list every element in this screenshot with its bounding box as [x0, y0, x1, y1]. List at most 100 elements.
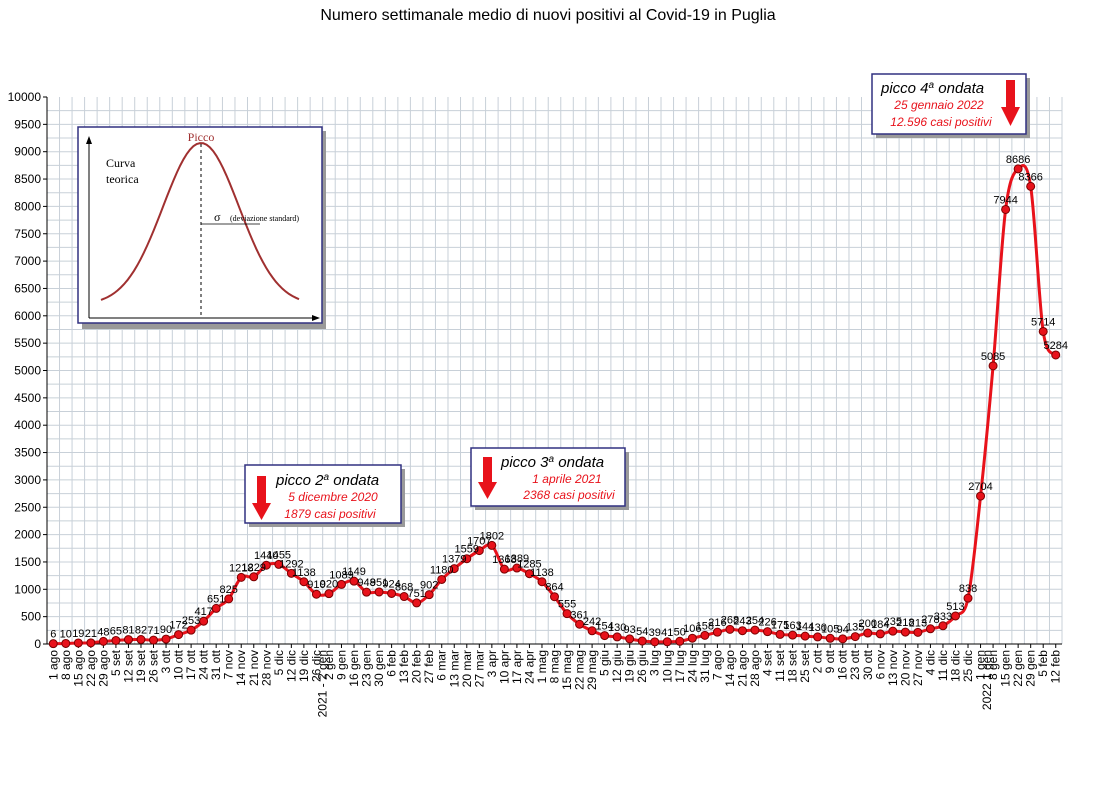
data-label: 1138 [530, 567, 554, 579]
data-label: 213 [909, 617, 927, 629]
data-label: 94 [837, 624, 849, 636]
data-label: 130 [808, 622, 826, 634]
x-tick-label: 17 lug [673, 650, 687, 683]
data-point [349, 576, 359, 586]
x-tick-label: 9 ott [823, 649, 837, 673]
data-label: 1707 [467, 536, 491, 548]
data-point [462, 554, 472, 564]
data-label: 90 [160, 624, 172, 636]
x-tick-label: 5 dic [272, 650, 286, 675]
data-label: 82 [135, 625, 147, 637]
x-tick-label: 13 mar [447, 650, 461, 687]
y-tick-label: 8000 [14, 199, 41, 213]
x-tick-label: 5 feb [1036, 650, 1050, 677]
data-label: 8366 [1018, 171, 1042, 183]
annotation-title: picco 3a ondata [500, 454, 604, 471]
inset-curve-label-1: Curva [106, 156, 136, 170]
data-point [61, 638, 71, 648]
x-tick-label: 18 dic [948, 650, 962, 682]
data-label: 902 [420, 580, 438, 592]
data-labels: 6 10 19 21 48 65 81 82 71 90172253417651825121812… [50, 154, 1068, 641]
data-point [299, 577, 309, 587]
x-tick-label: 22 gen [1011, 650, 1025, 687]
x-tick-label: 22 ago [84, 650, 98, 687]
inset-theoretical-curve: Picco Curva teorica σ (deviazione standa… [77, 126, 326, 329]
data-point [863, 628, 873, 638]
data-label: 226 [758, 617, 776, 629]
y-tick-label: 1000 [14, 582, 41, 596]
x-tick-label: 10 ott [172, 649, 186, 680]
data-label: 1455 [267, 549, 291, 561]
data-point [136, 635, 146, 645]
y-tick-label: 5500 [14, 336, 41, 350]
data-point [675, 636, 685, 646]
down-arrow-icon [252, 476, 271, 520]
x-tick-label: 1 gen [974, 650, 988, 680]
data-point [199, 616, 209, 626]
data-point [487, 540, 497, 550]
data-label: 278 [921, 614, 939, 626]
annotation-date: 1 aprile 2021 [532, 472, 601, 486]
data-label: 1285 [517, 559, 541, 571]
data-point [236, 572, 246, 582]
year-markers: 2021 - 2 gen 2022 1 gen [316, 650, 994, 717]
data-label: 65 [110, 625, 122, 637]
x-tick-label: 8 ago [59, 650, 73, 680]
data-label: 242 [583, 616, 601, 628]
data-label: 1379 [442, 554, 466, 566]
annotation-peak-2: picco 2a ondata 5 dicembre 2020 1879 cas… [244, 464, 405, 527]
x-tick-label: 25 set [798, 649, 812, 682]
x-tick-label: 29 mag [585, 650, 599, 690]
data-label: 216 [708, 617, 726, 629]
y-tick-label: 3000 [14, 473, 41, 487]
data-point [73, 638, 83, 648]
data-point [913, 627, 923, 637]
data-point [763, 627, 773, 637]
data-label: 5085 [981, 351, 1005, 363]
x-tick-label: 24 apr [522, 650, 536, 684]
data-label: 751 [407, 588, 425, 600]
x-tick-label: 5 giu [598, 650, 612, 676]
y-tick-label: 7000 [14, 254, 41, 268]
annotation-date: 25 gennaio 2022 [893, 98, 984, 112]
data-point [875, 629, 885, 639]
y-tick-label: 8500 [14, 172, 41, 186]
y-tick-label: 6000 [14, 309, 41, 323]
x-tick-label: 29 gen [1024, 650, 1038, 687]
inset-x-arrow [312, 315, 320, 321]
x-tick-label: 16 ott [836, 649, 850, 680]
data-label: 158 [696, 620, 714, 632]
x-tick-label: 3 ott [159, 649, 173, 673]
y-tick-label: 0 [34, 637, 41, 651]
data-label: 71 [147, 625, 159, 637]
data-point [888, 626, 898, 636]
y-tick-label: 1500 [14, 555, 41, 569]
data-label: 2704 [968, 481, 992, 493]
x-tick-label: 1 mag [535, 650, 549, 683]
inset-curve-label-2: teorica [106, 172, 139, 186]
x-tick-label: 4 dic [923, 650, 937, 675]
data-point [499, 564, 509, 574]
data-label: 924 [382, 578, 400, 590]
data-point [813, 632, 823, 642]
data-label: 105 [821, 623, 839, 635]
y-tick-label: 4500 [14, 391, 41, 405]
x-tick-label: 15 gen [999, 650, 1013, 687]
data-label: 1229 [242, 562, 266, 574]
year-marker-label: 2022 1 gen [980, 650, 994, 710]
y-tick-label: 3500 [14, 446, 41, 460]
x-tick-label: 8 gen [986, 650, 1000, 680]
data-label: 1089 [329, 569, 353, 581]
annotation-value: 12.596 casi positivi [890, 115, 992, 129]
data-point [963, 593, 973, 603]
x-tick-label: 13 feb [397, 650, 411, 684]
data-label: 920 [320, 579, 338, 591]
x-tick-label: 26 dic [309, 650, 323, 682]
data-point [650, 637, 660, 647]
y-tick-label: 5000 [14, 364, 41, 378]
x-tick-label: 18 set [786, 649, 800, 682]
x-tick-label: 19 dic [297, 650, 311, 682]
data-label: 163 [783, 620, 801, 632]
data-point [311, 589, 321, 599]
